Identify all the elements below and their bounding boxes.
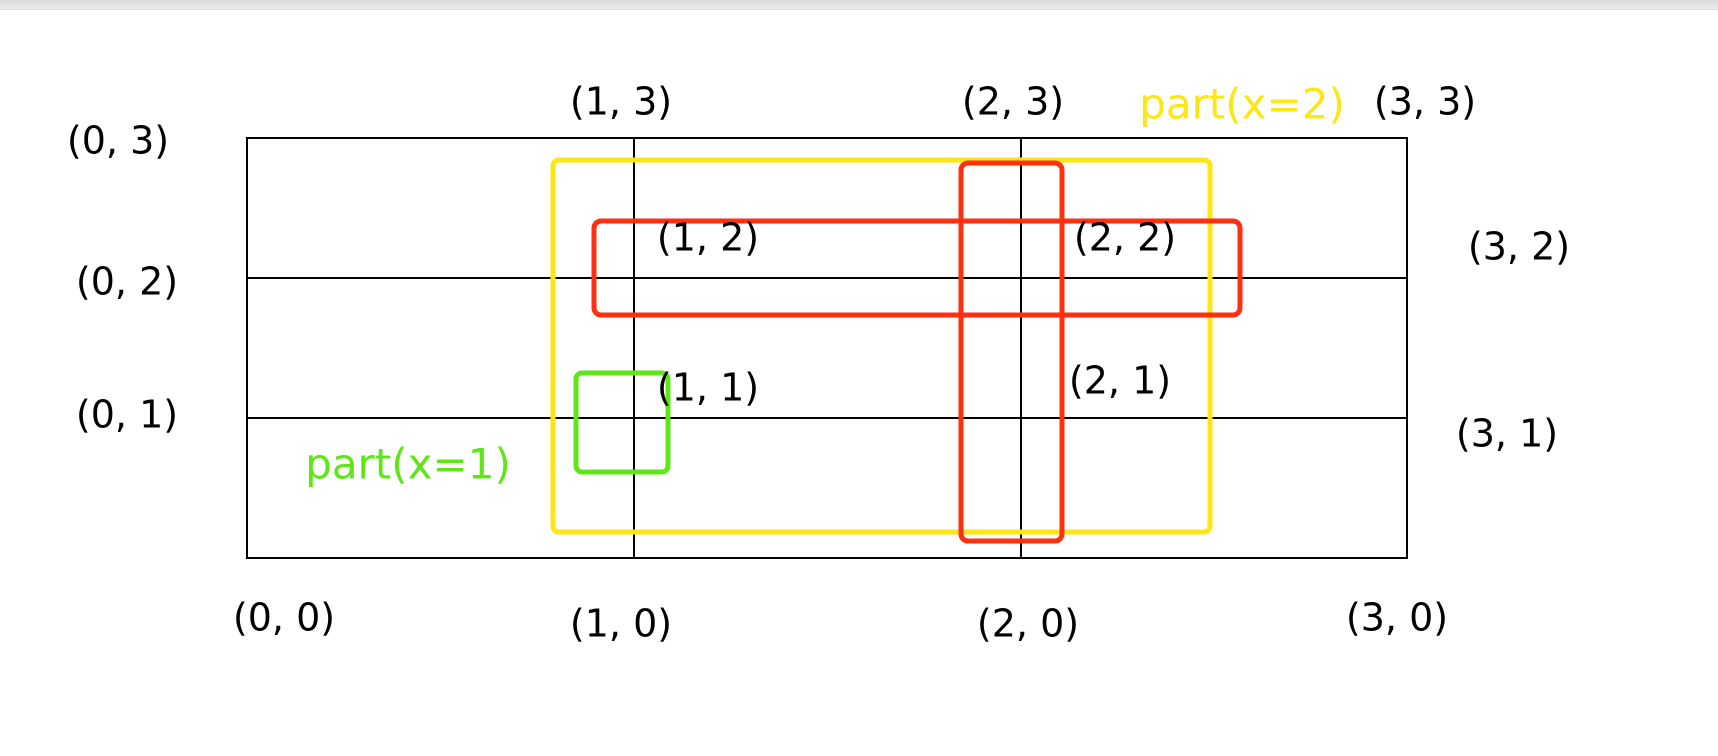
coord-label-0-1: (0, 1) — [76, 393, 178, 437]
coord-label-0-3: (0, 3) — [67, 119, 169, 163]
coord-label-2-3: (2, 3) — [962, 80, 1064, 124]
coord-label-2-0: (2, 0) — [977, 602, 1079, 646]
part-x2-box — [550, 157, 1213, 535]
row-y2-box — [591, 218, 1243, 318]
coord-label-1-2: (1, 2) — [657, 216, 759, 260]
coord-label-3-2: (3, 2) — [1468, 225, 1570, 269]
coord-label-3-0: (3, 0) — [1346, 596, 1448, 640]
coord-label-0-0: (0, 0) — [233, 596, 335, 640]
coord-label-0-2: (0, 2) — [76, 260, 178, 304]
grid-outer-frame — [246, 137, 1408, 559]
part-x1-label: part(x=1) — [305, 440, 511, 489]
coord-label-1-0: (1, 0) — [570, 602, 672, 646]
coord-label-1-3: (1, 3) — [570, 80, 672, 124]
part-x1-box — [573, 370, 671, 475]
coord-label-3-3: (3, 3) — [1374, 80, 1476, 124]
coord-label-2-2: (2, 2) — [1074, 216, 1176, 260]
window-top-edge — [0, 0, 1718, 10]
column-x2-box — [958, 160, 1065, 544]
coord-label-1-1: (1, 1) — [657, 366, 759, 410]
part-x2-label: part(x=2) — [1139, 80, 1345, 129]
coord-label-2-1: (2, 1) — [1069, 359, 1171, 403]
coord-label-3-1: (3, 1) — [1456, 412, 1558, 456]
